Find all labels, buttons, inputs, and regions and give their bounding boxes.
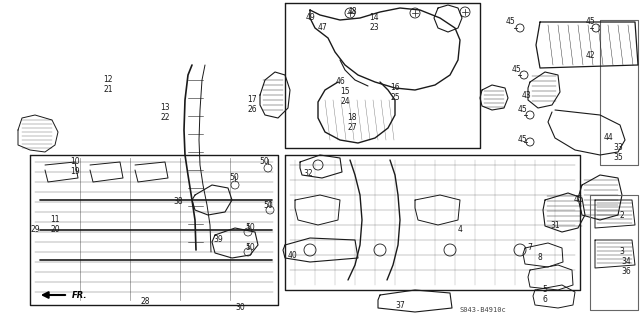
Text: 4: 4 <box>458 226 463 234</box>
Text: 17: 17 <box>247 95 257 105</box>
Text: 27: 27 <box>347 123 357 132</box>
Text: 25: 25 <box>390 93 400 102</box>
Text: 50: 50 <box>229 174 239 182</box>
Text: 18: 18 <box>348 114 356 122</box>
Text: 37: 37 <box>395 300 405 309</box>
Text: 49: 49 <box>305 13 315 23</box>
Text: 45: 45 <box>505 18 515 26</box>
Text: 41: 41 <box>573 196 583 204</box>
Text: 50: 50 <box>263 201 273 210</box>
Text: 2: 2 <box>620 211 625 219</box>
Text: 7: 7 <box>527 243 532 253</box>
Text: 28: 28 <box>140 298 150 307</box>
Text: 33: 33 <box>613 144 623 152</box>
Text: 42: 42 <box>585 50 595 60</box>
Text: S043-B4910c: S043-B4910c <box>460 307 507 313</box>
Text: 26: 26 <box>247 106 257 115</box>
Text: 47: 47 <box>317 24 327 33</box>
Text: 22: 22 <box>160 114 170 122</box>
Text: 30: 30 <box>235 303 245 313</box>
Text: 3: 3 <box>620 248 625 256</box>
Text: 31: 31 <box>550 220 560 229</box>
Text: 14: 14 <box>369 13 379 23</box>
Text: 19: 19 <box>70 167 80 176</box>
Text: 20: 20 <box>50 226 60 234</box>
Text: 21: 21 <box>103 85 113 94</box>
Text: 23: 23 <box>369 24 379 33</box>
Text: 10: 10 <box>70 158 80 167</box>
Text: 36: 36 <box>621 268 631 277</box>
Text: 40: 40 <box>287 250 297 259</box>
Text: 12: 12 <box>103 76 113 85</box>
Text: 6: 6 <box>543 295 547 305</box>
Text: 39: 39 <box>213 235 223 244</box>
Text: 45: 45 <box>517 136 527 145</box>
Text: 5: 5 <box>543 286 547 294</box>
Text: 50: 50 <box>259 158 269 167</box>
Text: 50: 50 <box>245 224 255 233</box>
Text: 43: 43 <box>521 91 531 100</box>
Text: 11: 11 <box>51 216 60 225</box>
Text: 29: 29 <box>30 226 40 234</box>
Text: 45: 45 <box>517 106 527 115</box>
Text: 38: 38 <box>173 197 183 206</box>
Text: 24: 24 <box>340 98 350 107</box>
Text: 32: 32 <box>303 168 313 177</box>
Text: 13: 13 <box>160 103 170 113</box>
Text: 45: 45 <box>585 18 595 26</box>
Text: 44: 44 <box>603 133 613 143</box>
Text: 50: 50 <box>245 243 255 253</box>
Text: 45: 45 <box>511 65 521 75</box>
Text: 8: 8 <box>538 254 542 263</box>
Text: 46: 46 <box>335 78 345 86</box>
Text: 16: 16 <box>390 84 400 93</box>
Text: 34: 34 <box>621 257 631 266</box>
Text: 15: 15 <box>340 87 350 97</box>
Text: FR.: FR. <box>72 291 88 300</box>
Text: 48: 48 <box>347 8 357 17</box>
Text: 35: 35 <box>613 153 623 162</box>
